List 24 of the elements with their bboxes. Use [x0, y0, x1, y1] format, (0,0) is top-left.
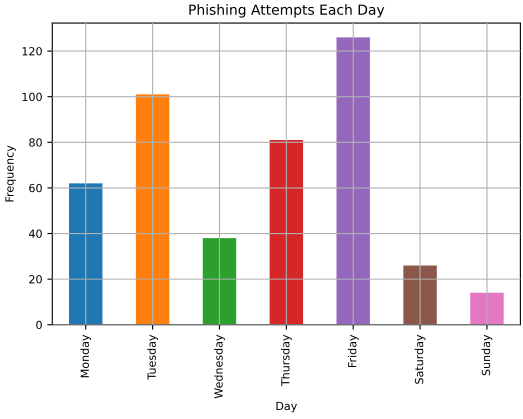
- chart-title: Phishing Attempts Each Day: [189, 4, 384, 18]
- x-tick-label: Wednesday: [214, 334, 225, 398]
- x-tick-label: Sunday: [482, 334, 492, 376]
- x-tick-label: Saturday: [414, 334, 426, 384]
- y-tick-label: 120: [22, 47, 42, 56]
- x-tick-label: Monday: [80, 334, 92, 378]
- bar: [136, 94, 170, 325]
- x-tick-label: Friday: [348, 334, 359, 368]
- y-tick-label: 0: [36, 320, 42, 330]
- bar: [69, 183, 102, 325]
- y-tick-label: 40: [28, 229, 42, 238]
- bar: [202, 238, 236, 325]
- x-axis-title: Day: [276, 402, 297, 412]
- x-tick-label: Thursday: [280, 334, 292, 386]
- y-axis-title: Frequency: [5, 146, 16, 202]
- x-tick-label: Tuesday: [147, 334, 158, 380]
- y-tick-label: 100: [22, 92, 42, 102]
- bar: [403, 265, 437, 325]
- y-tick-label: 20: [29, 275, 42, 284]
- y-tick-label: 60: [29, 184, 42, 192]
- bar: [336, 37, 370, 325]
- bar: [270, 140, 304, 325]
- bar: [470, 292, 504, 325]
- y-tick-label: 80: [29, 138, 42, 147]
